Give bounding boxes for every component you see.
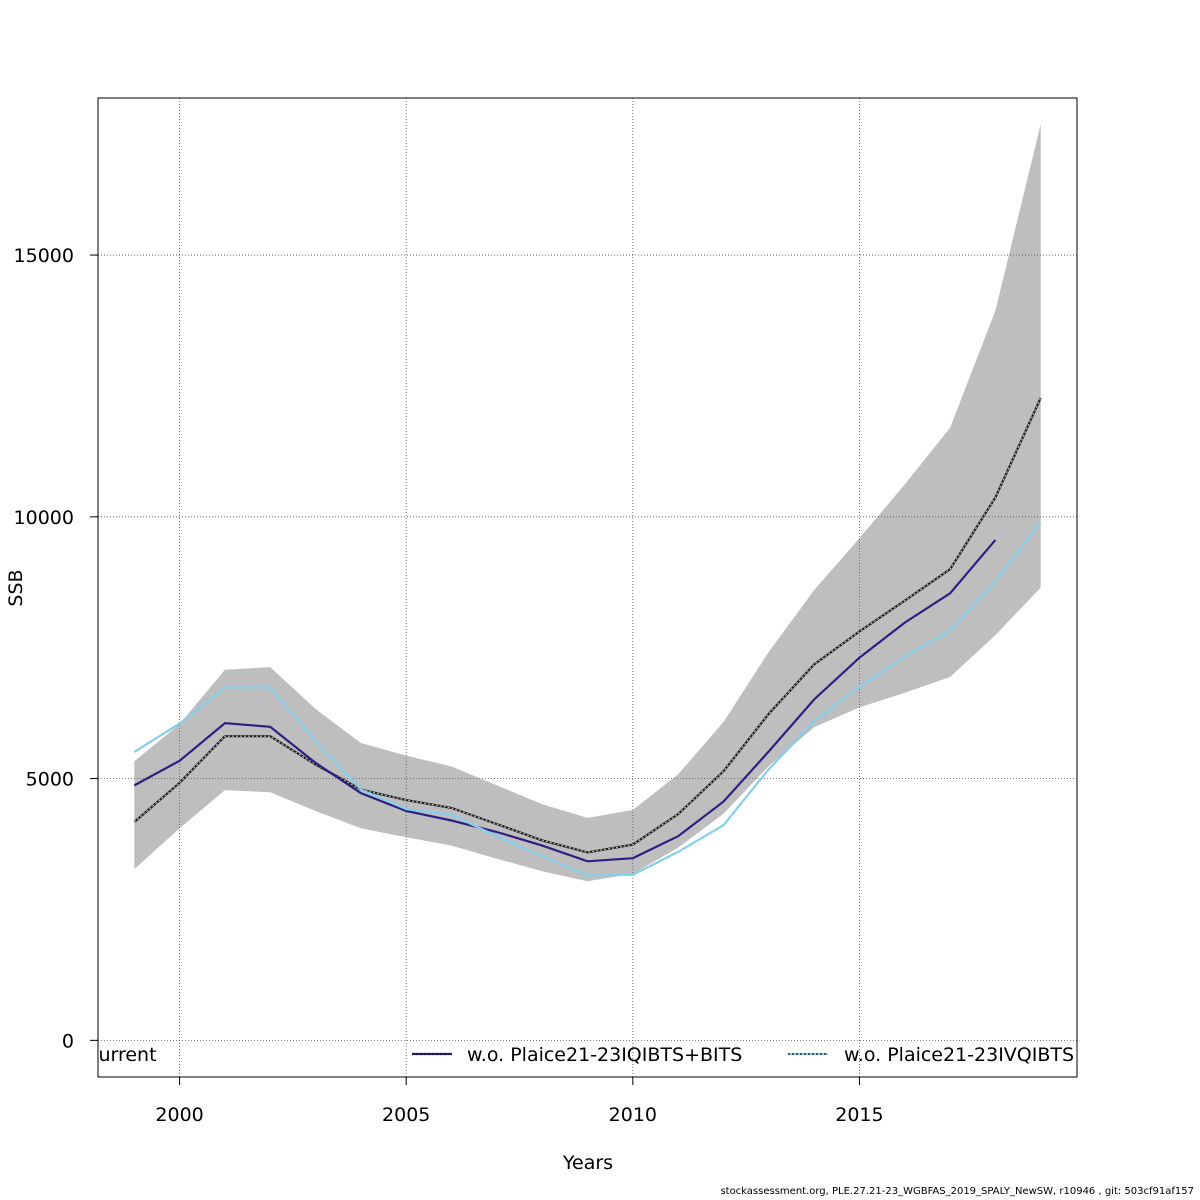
y-tick-label: 15000 (14, 245, 74, 267)
series-line-wo-iqibts-bits (133, 539, 997, 863)
tick-layer: 2000 2005 2010 2015 0 5000 10000 15000 (14, 245, 884, 1126)
grid-layer (98, 98, 1077, 1077)
x-tick-label: 2000 (155, 1104, 203, 1126)
footer-credit: stockassessment.org, PLE.27.21-23_WGBFAS… (720, 1186, 1194, 1197)
y-axis-label: SSB (5, 569, 27, 606)
series-layer (133, 397, 1042, 877)
confidence-band-layer (134, 124, 1041, 882)
y-tick-label: 10000 (14, 507, 74, 529)
y-tick-label: 5000 (26, 769, 74, 791)
x-tick-label: 2015 (835, 1104, 883, 1126)
x-tick-label: 2005 (382, 1104, 430, 1126)
y-tick-label: 0 (62, 1030, 74, 1052)
legend-label-wo-iqibts-bits: w.o. Plaice21-23IQIBTS+BITS (467, 1044, 742, 1066)
legend-label-wo-ivqibts: w.o. Plaice21-23IVQIBTS (844, 1044, 1074, 1066)
legend: current w.o. Plaice21-23IQIBTS+BITS w.o. P… (88, 1044, 1074, 1066)
x-tick-label: 2010 (609, 1104, 657, 1126)
legend-label-current: current (88, 1044, 157, 1066)
x-axis-label: Years (562, 1152, 613, 1174)
confidence-band (134, 124, 1041, 882)
series-line-current-dots (133, 397, 1042, 854)
plot-frame (97, 97, 1078, 1078)
series-line-wo-ivqibts (133, 521, 1042, 877)
